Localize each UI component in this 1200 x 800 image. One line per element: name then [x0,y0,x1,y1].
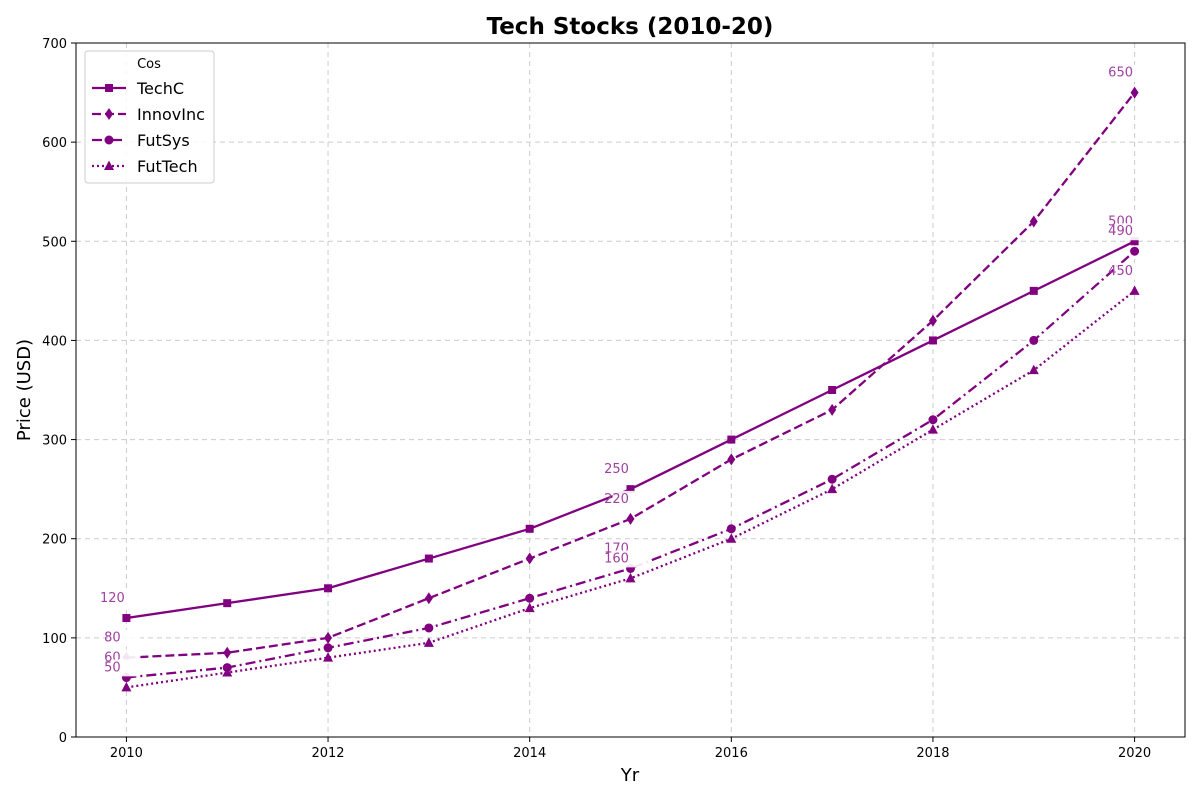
marker-innovinc [223,646,232,659]
marker-innovinc [626,512,635,525]
legend-label-futsys: FutSys [137,131,190,150]
legend-marker-innovinc [105,108,113,120]
line-futsys [126,250,1136,679]
y-tick-label: 500 [42,235,67,250]
y-axis-label: Price (USD) [14,339,35,441]
legend-marker-futsys [104,135,114,145]
data-label-futtech: 50 [104,660,121,675]
marker-futtech [121,681,132,692]
marker-techc [223,599,232,608]
y-tick-label: 600 [42,136,67,151]
data-label-bg [1116,262,1153,280]
marker-futtech [827,483,838,494]
marker-techc [1029,286,1038,295]
legend-label-futtech: FutTech [137,157,198,176]
marker-futsys [827,474,837,484]
x-tick-label: 2020 [1118,746,1151,761]
x-tick-label: 2012 [311,746,344,761]
marker-innovinc [525,552,534,565]
x-tick-label: 2014 [513,746,546,761]
data-label-techc: 250 [604,462,629,477]
marker-futsys [928,415,938,425]
marker-techc [828,386,837,394]
marker-innovinc [1029,215,1038,228]
marker-innovinc [324,631,333,644]
data-label-bg [112,659,141,677]
y-tick-label: 700 [42,37,67,52]
marker-futtech [423,637,434,647]
data-label-bg [612,461,649,479]
marker-techc [324,584,333,593]
x-tick-label: 2018 [916,746,949,761]
chart-title: Tech Stocks (2010-20) [487,14,774,40]
marker-futsys [1029,335,1039,345]
legend-marker-futtech [104,160,114,170]
data-label-innovinc: 220 [604,492,629,507]
legend-marker-techc [105,84,113,92]
y-tick-label: 300 [42,434,67,449]
marker-innovinc [828,403,837,416]
data-label-futtech: 160 [604,551,629,566]
plot-frame [75,42,1186,738]
data-label-bg [1116,223,1153,241]
marker-innovinc [727,453,736,466]
x-axis-label: Yr [620,765,640,786]
marker-techc [424,554,433,563]
marker-techc [525,524,534,533]
marker-futtech [323,652,334,662]
marker-futsys [1130,246,1140,256]
y-tick-label: 400 [42,334,67,349]
marker-futtech [1028,364,1039,375]
legend: Cos TechC InnovInc FutSys FutTech [84,50,215,184]
y-tick-label: 0 [59,731,67,746]
axis-ticks: 2010 2012 2014 2016 2018 2020 0 100 200 300 400 500… [42,37,1151,761]
legend-label-innovinc: InnovInc [137,105,205,124]
marker-futsys [424,623,434,633]
marker-futsys [323,643,333,653]
data-label-bg [112,629,141,647]
data-label-futtech: 450 [1108,264,1133,279]
x-tick-label: 2010 [110,746,143,761]
marker-techc [1130,237,1139,246]
data-label-innovinc: 650 [1108,66,1133,81]
data-label-innovinc: 80 [104,631,121,646]
data-label-bg [108,590,145,608]
marker-futsys [726,524,736,534]
marker-futtech [927,424,938,434]
legend-label-techc: TechC [136,79,184,98]
marker-futtech [726,533,737,543]
y-tick-label: 100 [42,632,67,647]
data-label-bg [612,490,649,508]
data-label-bg [1116,64,1153,82]
marker-innovinc [424,592,433,605]
series-markers [121,86,1140,692]
data-label-techc: 120 [100,591,125,606]
marker-futtech [524,602,535,613]
marker-innovinc [928,314,937,327]
marker-techc [727,435,736,444]
marker-futtech [625,572,636,583]
marker-futtech [222,667,233,677]
y-tick-label: 200 [42,533,67,548]
marker-techc [122,614,131,623]
marker-innovinc [1130,86,1139,99]
marker-futtech [1129,285,1140,295]
marker-futsys [525,593,535,603]
data-label-futsys: 490 [1108,224,1133,239]
x-tick-label: 2016 [715,746,748,761]
marker-techc [626,485,635,494]
data-label-bg [612,550,649,568]
marker-techc [928,336,937,345]
legend-box [84,50,215,184]
legend-title: Cos [137,57,161,72]
